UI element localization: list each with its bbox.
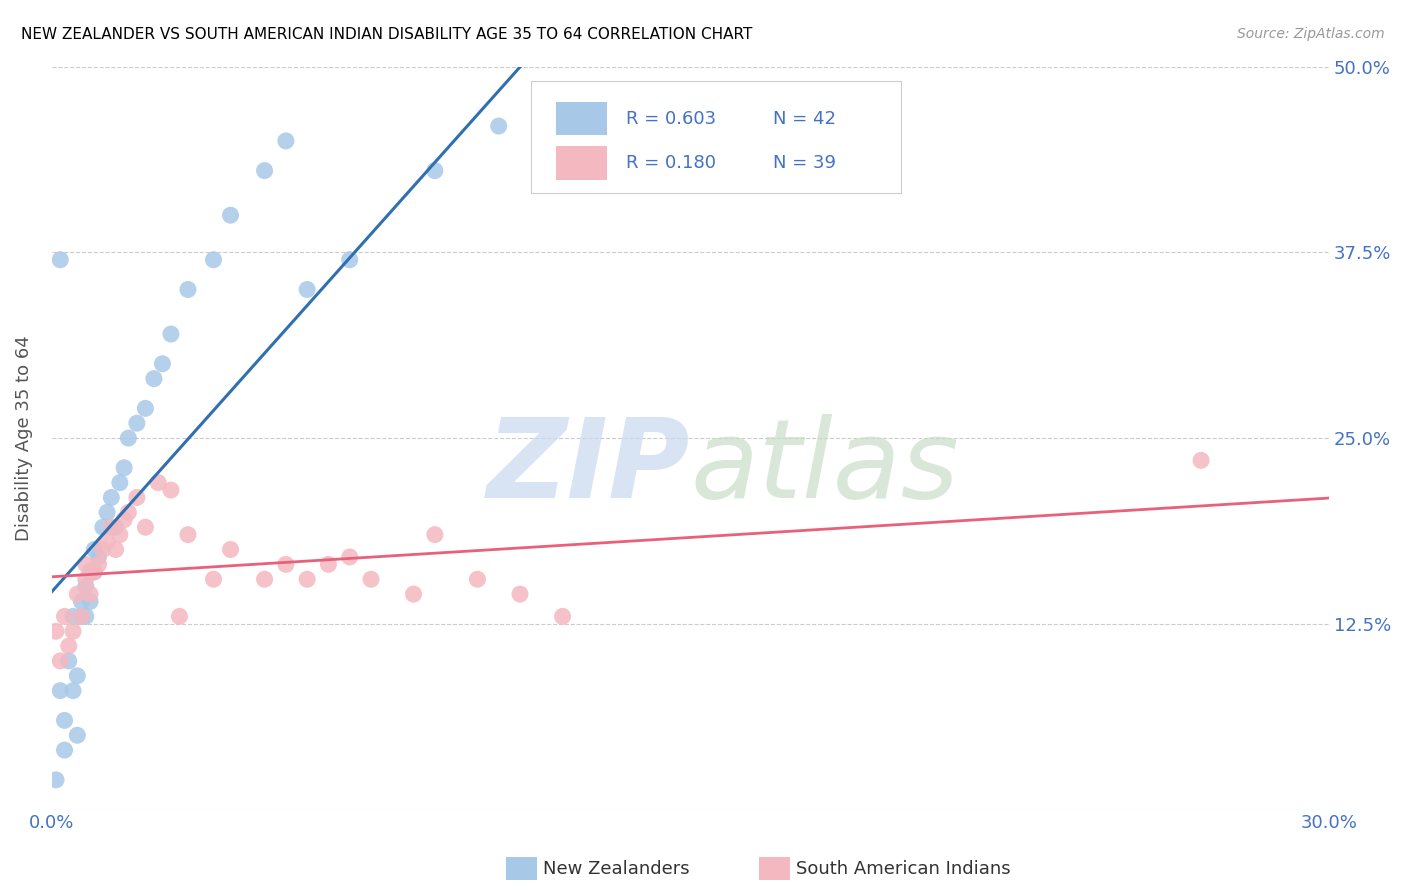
Point xyxy=(96,535,118,549)
Point xyxy=(467,572,489,586)
Point xyxy=(45,772,67,787)
Text: Source: ZipAtlas.com: Source: ZipAtlas.com xyxy=(1237,27,1385,41)
Text: ZIP: ZIP xyxy=(486,414,690,521)
Point xyxy=(87,549,110,564)
Point xyxy=(45,624,67,639)
Point xyxy=(423,163,446,178)
Point xyxy=(70,594,93,608)
Point xyxy=(253,572,276,586)
Point xyxy=(152,357,174,371)
Point xyxy=(91,520,114,534)
Point xyxy=(70,609,93,624)
Text: N = 39: N = 39 xyxy=(773,154,837,172)
Point xyxy=(274,134,297,148)
Point xyxy=(87,558,110,572)
Text: N = 42: N = 42 xyxy=(773,110,837,128)
Point xyxy=(551,163,574,178)
Point xyxy=(219,208,242,222)
Point xyxy=(274,558,297,572)
Point xyxy=(125,491,148,505)
Point xyxy=(108,527,131,541)
Point xyxy=(62,609,84,624)
Point xyxy=(117,431,139,445)
Point xyxy=(83,542,105,557)
Point xyxy=(637,89,659,103)
Text: atlas: atlas xyxy=(690,414,959,521)
Text: R = 0.180: R = 0.180 xyxy=(627,154,717,172)
Point xyxy=(1189,453,1212,467)
Point xyxy=(49,654,72,668)
Point xyxy=(62,624,84,639)
Point xyxy=(49,252,72,267)
Point xyxy=(295,572,318,586)
Point xyxy=(53,743,76,757)
Point xyxy=(70,609,93,624)
Point xyxy=(83,565,105,579)
Point xyxy=(53,714,76,728)
Point xyxy=(509,587,531,601)
Point xyxy=(79,594,101,608)
Point xyxy=(295,283,318,297)
Point xyxy=(79,565,101,579)
Point xyxy=(177,283,200,297)
Point xyxy=(125,416,148,430)
Point xyxy=(488,119,510,133)
Point xyxy=(551,609,574,624)
Point xyxy=(134,401,156,416)
Text: NEW ZEALANDER VS SOUTH AMERICAN INDIAN DISABILITY AGE 35 TO 64 CORRELATION CHART: NEW ZEALANDER VS SOUTH AMERICAN INDIAN D… xyxy=(21,27,752,42)
Point xyxy=(160,327,183,342)
Text: New Zealanders: New Zealanders xyxy=(543,860,689,878)
Point xyxy=(75,580,97,594)
FancyBboxPatch shape xyxy=(530,81,901,193)
Point xyxy=(177,527,200,541)
Point xyxy=(146,475,169,490)
Point xyxy=(108,475,131,490)
Point xyxy=(219,542,242,557)
Point xyxy=(160,483,183,497)
Point xyxy=(75,558,97,572)
Point xyxy=(83,565,105,579)
Point xyxy=(202,572,225,586)
Point xyxy=(66,669,89,683)
Text: South American Indians: South American Indians xyxy=(796,860,1011,878)
Point xyxy=(79,587,101,601)
Point xyxy=(402,587,425,601)
Point xyxy=(134,520,156,534)
Point xyxy=(202,252,225,267)
Point xyxy=(75,572,97,586)
Point xyxy=(66,728,89,742)
Point xyxy=(112,460,135,475)
Point xyxy=(318,558,340,572)
Point xyxy=(253,163,276,178)
Point xyxy=(58,654,80,668)
Point xyxy=(75,609,97,624)
Point xyxy=(339,252,361,267)
Point xyxy=(58,639,80,653)
Point xyxy=(169,609,191,624)
Y-axis label: Disability Age 35 to 64: Disability Age 35 to 64 xyxy=(15,335,32,541)
Point xyxy=(112,513,135,527)
Text: R = 0.603: R = 0.603 xyxy=(627,110,717,128)
Point xyxy=(423,527,446,541)
Point xyxy=(142,371,165,385)
Point xyxy=(100,520,122,534)
Point xyxy=(100,491,122,505)
Point xyxy=(104,520,127,534)
Point xyxy=(360,572,382,586)
FancyBboxPatch shape xyxy=(557,102,607,136)
Point xyxy=(339,549,361,564)
Point xyxy=(66,587,89,601)
Point xyxy=(117,505,139,519)
Point xyxy=(104,542,127,557)
Point xyxy=(53,609,76,624)
Point xyxy=(91,542,114,557)
Point xyxy=(49,683,72,698)
FancyBboxPatch shape xyxy=(557,146,607,180)
Point xyxy=(62,683,84,698)
Point xyxy=(96,505,118,519)
